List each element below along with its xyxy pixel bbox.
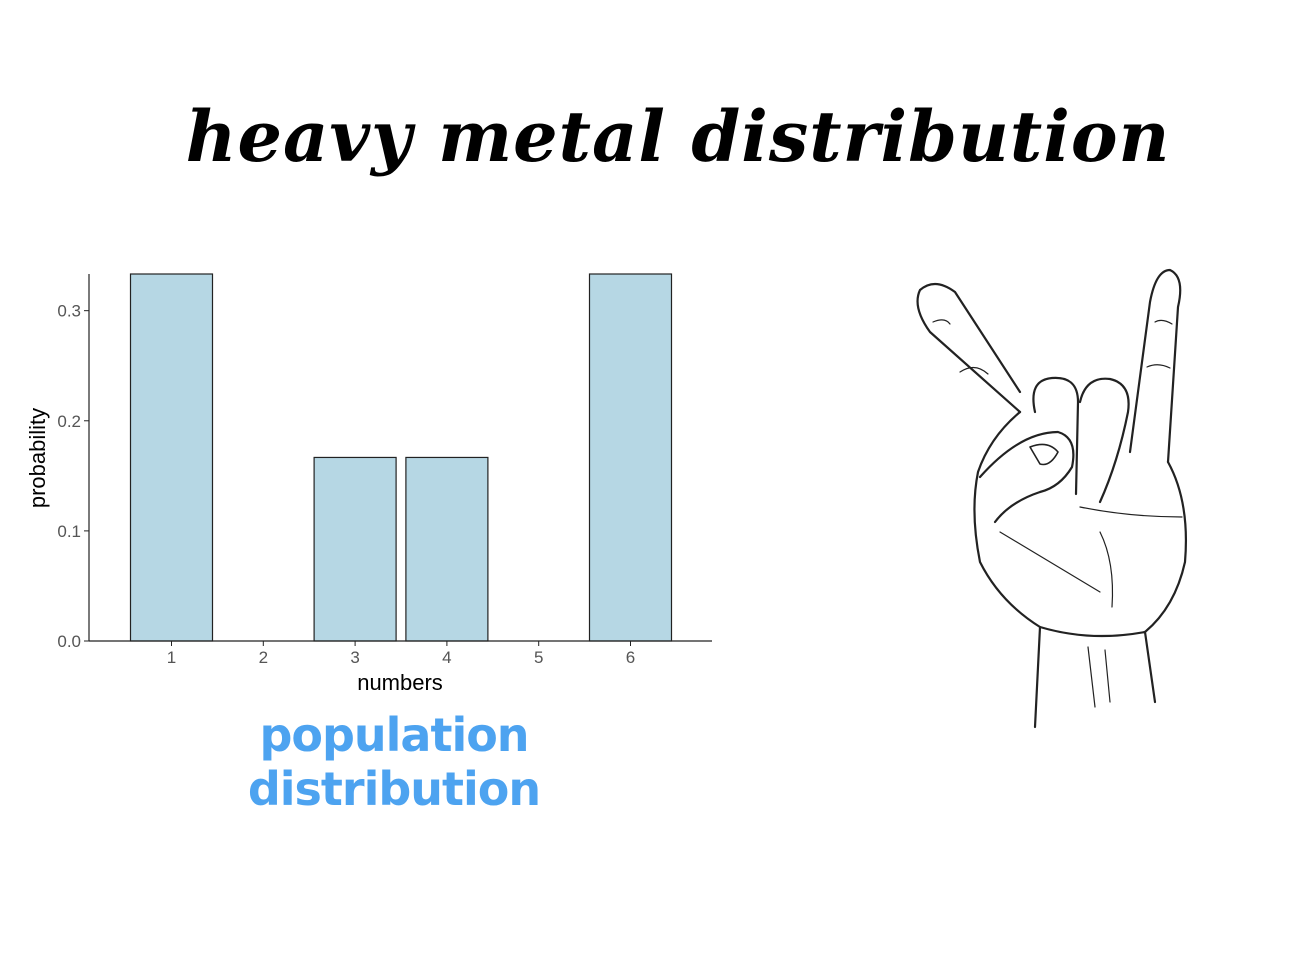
rock-hand-sign-icon <box>916 268 1188 729</box>
y-axis-label: probability <box>25 408 50 508</box>
y-tick-label: 0.0 <box>57 632 81 651</box>
x-axis-label: numbers <box>357 670 443 695</box>
bar-6 <box>588 273 673 642</box>
bars-group <box>129 273 673 642</box>
bar-1 <box>129 273 214 642</box>
y-ticks-group: 0.0 0.1 0.2 0.3 <box>57 302 89 651</box>
x-tick-label: 4 <box>442 648 451 667</box>
x-tick-label: 3 <box>350 648 359 667</box>
x-tick-label: 2 <box>259 648 268 667</box>
bar-3 <box>313 456 397 642</box>
chart-caption: population distribution <box>247 708 541 816</box>
x-tick-label: 6 <box>626 648 635 667</box>
y-tick-label: 0.1 <box>57 522 81 541</box>
bar-chart: 0.0 0.1 0.2 0.3 1 2 3 4 5 6 numbers probability <box>25 273 712 695</box>
bar-4 <box>405 456 489 642</box>
x-tick-label: 5 <box>534 648 543 667</box>
y-tick-label: 0.3 <box>57 302 81 321</box>
x-ticks-group: 1 2 3 4 5 6 <box>167 641 635 667</box>
y-tick-label: 0.2 <box>57 412 81 431</box>
x-tick-label: 1 <box>167 648 176 667</box>
slide-title: heavy metal distribution <box>185 95 1171 178</box>
